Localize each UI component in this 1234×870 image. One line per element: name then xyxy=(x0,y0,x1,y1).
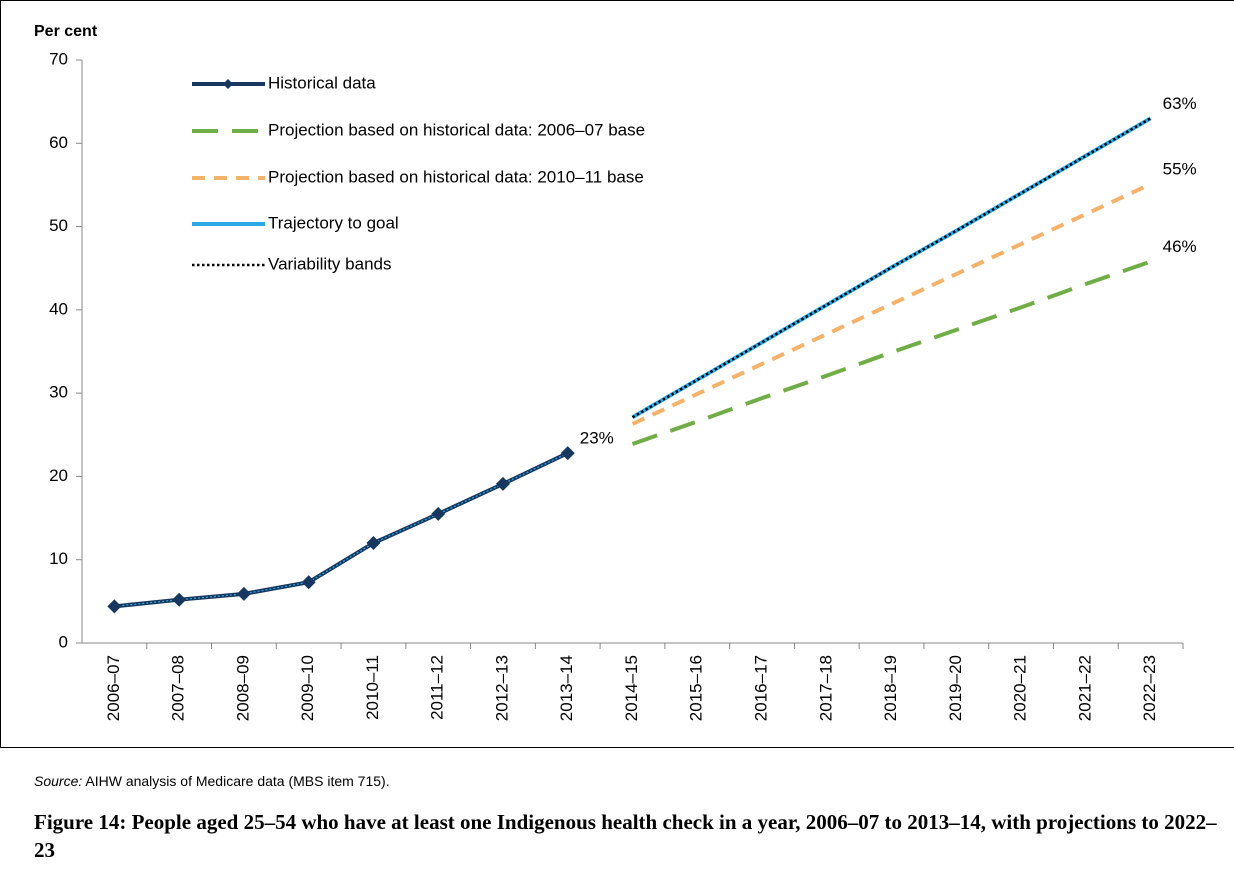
x-tick-label: 2015–16 xyxy=(687,655,706,721)
y-axis-label: Per cent xyxy=(34,23,98,40)
x-tick-label: 2020–21 xyxy=(1011,655,1030,721)
source: Source: AIHW analysis of Medicare data (… xyxy=(34,773,390,789)
marker xyxy=(560,446,575,461)
value-label: 63% xyxy=(1163,94,1197,113)
x-tick-label: 2012–13 xyxy=(492,655,511,721)
x-tick-label: 2018–19 xyxy=(881,655,900,721)
marker xyxy=(236,586,251,601)
marker xyxy=(495,476,510,491)
y-tick-label: 50 xyxy=(49,216,68,235)
marker xyxy=(301,575,316,590)
marker xyxy=(107,599,122,614)
y-tick-label: 10 xyxy=(49,549,68,568)
series-line xyxy=(114,451,569,609)
y-tick-label: 70 xyxy=(49,49,68,68)
caption: Figure 14: People aged 25–54 who have at… xyxy=(34,810,1217,862)
x-tick-label: 2007–08 xyxy=(169,655,188,721)
x-tick-label: 2017–18 xyxy=(816,655,835,721)
legend-label: Trajectory to goal xyxy=(268,213,399,232)
x-tick-label: 2019–20 xyxy=(946,655,965,721)
y-tick-label: 40 xyxy=(49,299,68,318)
frame xyxy=(0,0,1234,748)
legend-label: Variability bands xyxy=(268,254,391,273)
x-tick-label: 2008–09 xyxy=(233,655,252,721)
series-line xyxy=(631,182,1152,426)
marker xyxy=(431,506,446,521)
source-label: Source: xyxy=(34,773,83,789)
y-tick-label: 0 xyxy=(59,632,68,651)
marker xyxy=(172,592,187,607)
value-label: 55% xyxy=(1163,160,1197,179)
x-tick-label: 2022–23 xyxy=(1140,655,1159,721)
y-tick-label: 20 xyxy=(49,466,68,485)
series-line xyxy=(631,259,1152,446)
series-line xyxy=(631,116,1152,420)
value-label: 46% xyxy=(1163,237,1197,256)
x-tick-label: 2021–22 xyxy=(1075,655,1094,721)
x-tick-label: 2013–14 xyxy=(557,655,576,721)
legend-label: Historical data xyxy=(268,73,376,92)
x-tick-label: 2009–10 xyxy=(298,655,317,721)
y-tick-label: 60 xyxy=(49,133,68,152)
legend-marker xyxy=(223,79,233,89)
source-text: AIHW analysis of Medicare data (MBS item… xyxy=(85,773,390,789)
x-tick-label: 2010–11 xyxy=(363,655,382,720)
chart: Per cent 0 10 20 30 40 50 60 70 2006–07 2007–08 20… xyxy=(0,0,1234,748)
x-tick-label: 2006–07 xyxy=(104,655,123,721)
series-line-overlay xyxy=(114,452,568,607)
x-tick-label: 2014–15 xyxy=(622,655,641,721)
value-label: 23% xyxy=(580,429,614,448)
x-tick-label: 2016–17 xyxy=(752,655,771,721)
legend-label: Projection based on historical data: 200… xyxy=(268,120,645,139)
x-tick-label: 2011–12 xyxy=(428,655,447,720)
y-tick-label: 30 xyxy=(49,383,68,402)
marker xyxy=(366,536,381,551)
legend-label: Projection based on historical data: 201… xyxy=(268,167,644,186)
